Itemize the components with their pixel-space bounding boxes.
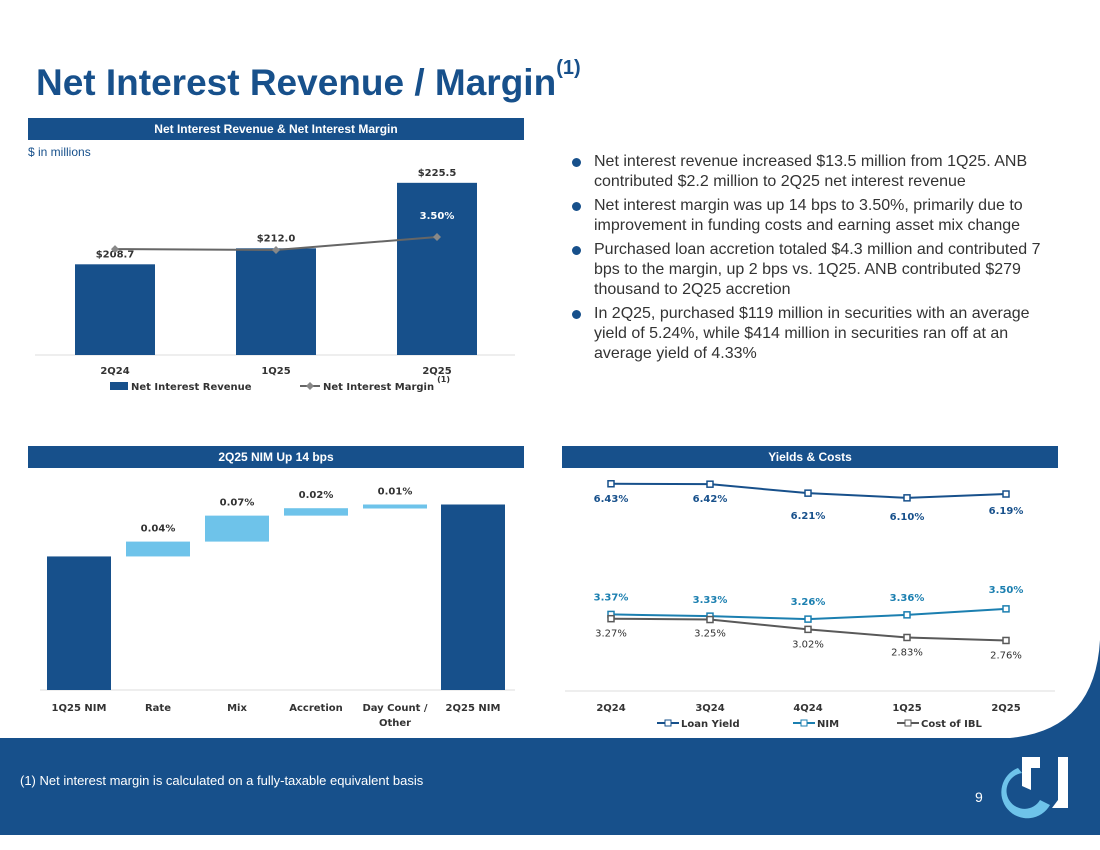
legend-swatch-revenue <box>110 382 128 390</box>
x-tick-label: 2Q25 NIM <box>446 703 501 714</box>
footer-band <box>0 738 1100 835</box>
legend-marker <box>904 719 912 727</box>
series-marker <box>607 614 615 623</box>
bar-data-label: 0.01% <box>378 487 413 498</box>
data-label: 3.33% <box>693 595 728 606</box>
x-tick-label: Other <box>379 718 411 729</box>
x-tick-label: 4Q24 <box>793 703 822 714</box>
series-marker <box>903 494 911 502</box>
bullet-item: Purchased loan accretion totaled $4.3 mi… <box>570 240 1060 300</box>
bullet-item: Net interest revenue increased $13.5 mil… <box>570 152 1060 192</box>
legend-label: Net Interest Margin <box>323 382 434 393</box>
legend-superscript: (1) <box>437 375 450 384</box>
legend-label: Loan Yield <box>681 719 740 730</box>
data-label: 2.83% <box>891 647 923 658</box>
legend-label: Net Interest Revenue <box>131 382 252 393</box>
title-superscript: (1) <box>556 56 581 79</box>
legend-marker-nim <box>306 382 314 390</box>
nim-data-label: 3.37% <box>98 224 133 235</box>
data-label: 6.10% <box>890 512 925 523</box>
page-number: 9 <box>975 789 983 805</box>
series-marker <box>804 615 812 623</box>
page-title: Net Interest Revenue / Margin(1) <box>36 57 581 104</box>
x-tick-label: Day Count / <box>362 703 427 714</box>
x-tick-label: Rate <box>145 703 171 714</box>
waterfall-bar <box>363 504 427 509</box>
bar-data-label: 0.02% <box>299 490 334 501</box>
legend-label: NIM <box>817 719 839 730</box>
bar-data-label: $208.7 <box>96 249 135 260</box>
bar-data-label: 0.07% <box>220 498 255 509</box>
bullet-list: Net interest revenue increased $13.5 mil… <box>570 152 1060 368</box>
title-text: Net Interest Revenue / Margin <box>36 62 557 103</box>
nim-marker <box>111 245 119 254</box>
data-label: 3.50% <box>989 585 1024 596</box>
waterfall-bar <box>126 541 190 557</box>
data-label: 3.37% <box>594 592 629 603</box>
data-label: 6.21% <box>791 511 826 522</box>
nim-data-label: 3.50% <box>420 211 455 222</box>
legend-label: Cost of IBL <box>921 719 982 730</box>
series-marker <box>1002 490 1010 498</box>
legend-marker <box>800 719 808 727</box>
x-tick-label: Mix <box>227 703 247 714</box>
data-label: 3.26% <box>791 597 826 608</box>
series-marker <box>804 489 812 497</box>
waterfall-bar <box>441 504 505 690</box>
footnote: (1) Net interest margin is calculated on… <box>20 773 424 788</box>
bar-data-label: $212.0 <box>257 233 296 244</box>
x-tick-label: 1Q25 <box>261 366 290 377</box>
data-label: 3.25% <box>694 629 726 640</box>
units-label: $ in millions <box>28 145 91 159</box>
nim-marker <box>272 246 280 254</box>
x-tick-label: 2Q25 <box>991 703 1020 714</box>
data-label: 6.19% <box>989 506 1024 517</box>
nim-marker <box>433 232 441 241</box>
series-marker <box>706 615 714 624</box>
series-marker <box>804 625 812 634</box>
waterfall-bar <box>205 515 269 542</box>
data-label: 3.27% <box>595 629 627 640</box>
bullet-item: In 2Q25, purchased $119 million in secur… <box>570 304 1060 364</box>
series-marker <box>607 480 615 488</box>
series-marker <box>903 633 911 642</box>
data-label: 6.42% <box>693 494 728 505</box>
panel-header-yields: Yields & Costs <box>562 446 1058 468</box>
panel-header-nir: Net Interest Revenue & Net Interest Marg… <box>28 118 524 140</box>
bar-data-label: $225.5 <box>418 168 457 179</box>
bullet-item: Net interest margin was up 14 bps to 3.5… <box>570 196 1060 236</box>
legend-marker <box>664 719 672 727</box>
x-tick-label: 2Q24 <box>596 703 625 714</box>
x-tick-label: 2Q25 <box>422 366 451 377</box>
waterfall-bar <box>284 508 348 516</box>
x-tick-label: 1Q25 NIM <box>52 703 107 714</box>
nim-data-label: 3.36% <box>259 224 294 235</box>
series-marker <box>903 611 911 619</box>
x-tick-label: 1Q25 <box>892 703 921 714</box>
bar-data-label: 0.04% <box>141 524 176 535</box>
bar-net-interest-revenue <box>397 182 477 355</box>
waterfall-bar <box>47 556 111 690</box>
data-label: 3.02% <box>792 639 824 650</box>
series-marker <box>706 480 714 488</box>
bar-net-interest-revenue <box>236 248 316 355</box>
company-logo <box>1001 757 1068 819</box>
data-label: 3.36% <box>890 593 925 604</box>
data-label: 6.43% <box>594 494 629 505</box>
series-marker <box>1002 636 1010 645</box>
series-marker <box>1002 605 1010 613</box>
x-tick-label: 3Q24 <box>695 703 724 714</box>
panel-header-nim-bridge: 2Q25 NIM Up 14 bps <box>28 446 524 468</box>
corner-curve <box>1010 640 1100 738</box>
data-label: 2.76% <box>990 650 1022 661</box>
x-tick-label: Accretion <box>289 703 343 714</box>
x-tick-label: 2Q24 <box>100 366 129 377</box>
bar-net-interest-revenue <box>75 264 155 355</box>
